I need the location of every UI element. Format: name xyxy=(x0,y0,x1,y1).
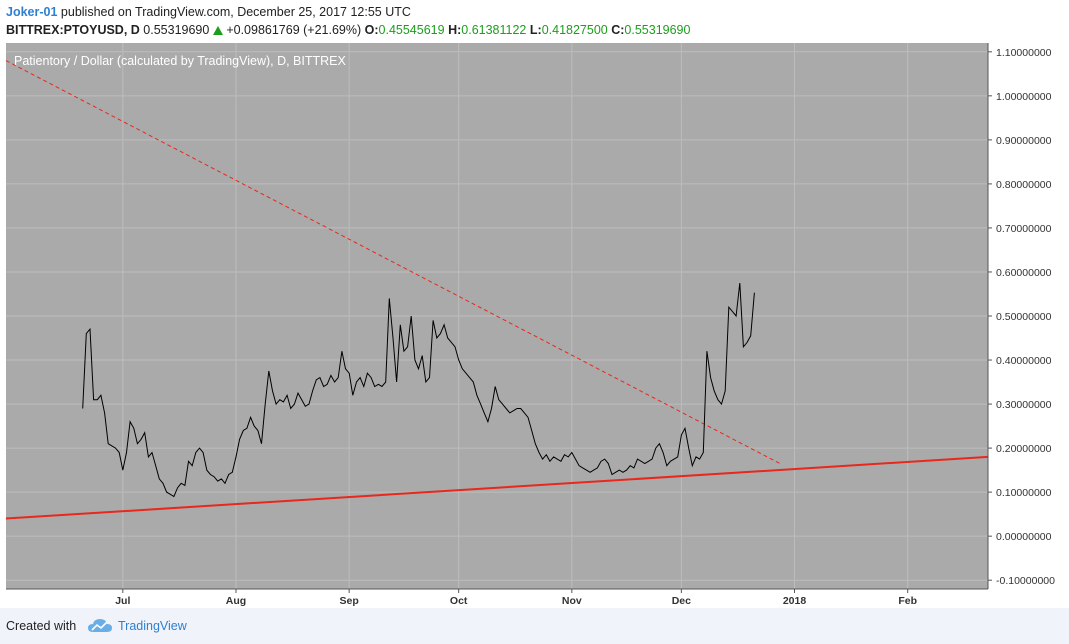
chart-title: Patientory / Dollar (calculated by Tradi… xyxy=(14,54,347,68)
close-value: 0.55319690 xyxy=(624,23,691,37)
y-tick-label: 0.30000000 xyxy=(996,399,1052,411)
y-tick-label: 0.10000000 xyxy=(996,487,1052,499)
x-tick-label: Jul xyxy=(115,595,130,607)
ohlc-bar: BITTREX:PTOYUSD, D 0.55319690 +0.0986176… xyxy=(6,21,690,39)
up-arrow-icon xyxy=(212,26,223,35)
y-tick-label: -0.10000000 xyxy=(996,575,1055,587)
low-label: L: xyxy=(529,23,542,37)
x-tick-label: Sep xyxy=(340,595,359,607)
footer-bar: Created with TradingView xyxy=(0,608,1069,644)
resistance-trendline[interactable] xyxy=(5,60,781,464)
high-label: H: xyxy=(448,23,462,37)
y-tick-label: 0.60000000 xyxy=(996,267,1052,279)
y-tick-label: 0.90000000 xyxy=(996,135,1052,147)
author-link[interactable]: Joker-01 xyxy=(6,5,58,19)
y-axis-ticks: -0.10000000 0.00000000 0.10000000 0.2000000… xyxy=(988,47,1055,587)
y-axis-panel[interactable] xyxy=(988,43,1069,589)
x-axis-panel[interactable] xyxy=(6,589,988,608)
x-axis-ticks: Jul Aug Sep Oct Nov Dec 2018 Feb xyxy=(115,589,917,607)
grid-lines xyxy=(6,43,988,589)
x-tick-label: 2018 xyxy=(783,595,807,607)
trendlines xyxy=(5,60,989,520)
y-tick-label: 0.80000000 xyxy=(996,179,1052,191)
y-tick-label: 1.00000000 xyxy=(996,91,1052,103)
created-with-label: Created with xyxy=(6,619,77,633)
open-label: O: xyxy=(364,23,379,37)
low-value: 0.41827500 xyxy=(541,23,608,37)
y-tick-label: 1.10000000 xyxy=(996,47,1052,59)
price-change: +0.09861769 (+21.69%) xyxy=(226,23,362,37)
x-tick-label: Dec xyxy=(672,595,691,607)
y-tick-label: 0.20000000 xyxy=(996,443,1052,455)
symbol-label: BITTREX:PTOYUSD, D xyxy=(6,23,140,37)
x-tick-label: Feb xyxy=(898,595,917,607)
open-value: 0.45545619 xyxy=(378,23,445,37)
last-price: 0.55319690 xyxy=(143,23,210,37)
y-tick-label: 0.70000000 xyxy=(996,223,1052,235)
x-tick-label: Aug xyxy=(226,595,246,607)
x-tick-label: Nov xyxy=(562,595,582,607)
y-tick-label: 0.50000000 xyxy=(996,311,1052,323)
publish-info: published on TradingView.com, December 2… xyxy=(60,5,411,19)
price-series-line xyxy=(82,282,755,498)
publish-header: Joker-01 published on TradingView.com, D… xyxy=(6,3,411,21)
high-value: 0.61381122 xyxy=(461,23,527,37)
y-tick-label: 0.40000000 xyxy=(996,355,1052,367)
x-tick-label: Oct xyxy=(450,595,468,607)
tradingview-brand-link[interactable]: TradingView xyxy=(118,619,187,633)
tradingview-cloud-icon[interactable] xyxy=(88,618,112,634)
y-tick-label: 0.00000000 xyxy=(996,531,1052,543)
close-label: C: xyxy=(611,23,625,37)
support-trendline[interactable] xyxy=(5,455,989,520)
